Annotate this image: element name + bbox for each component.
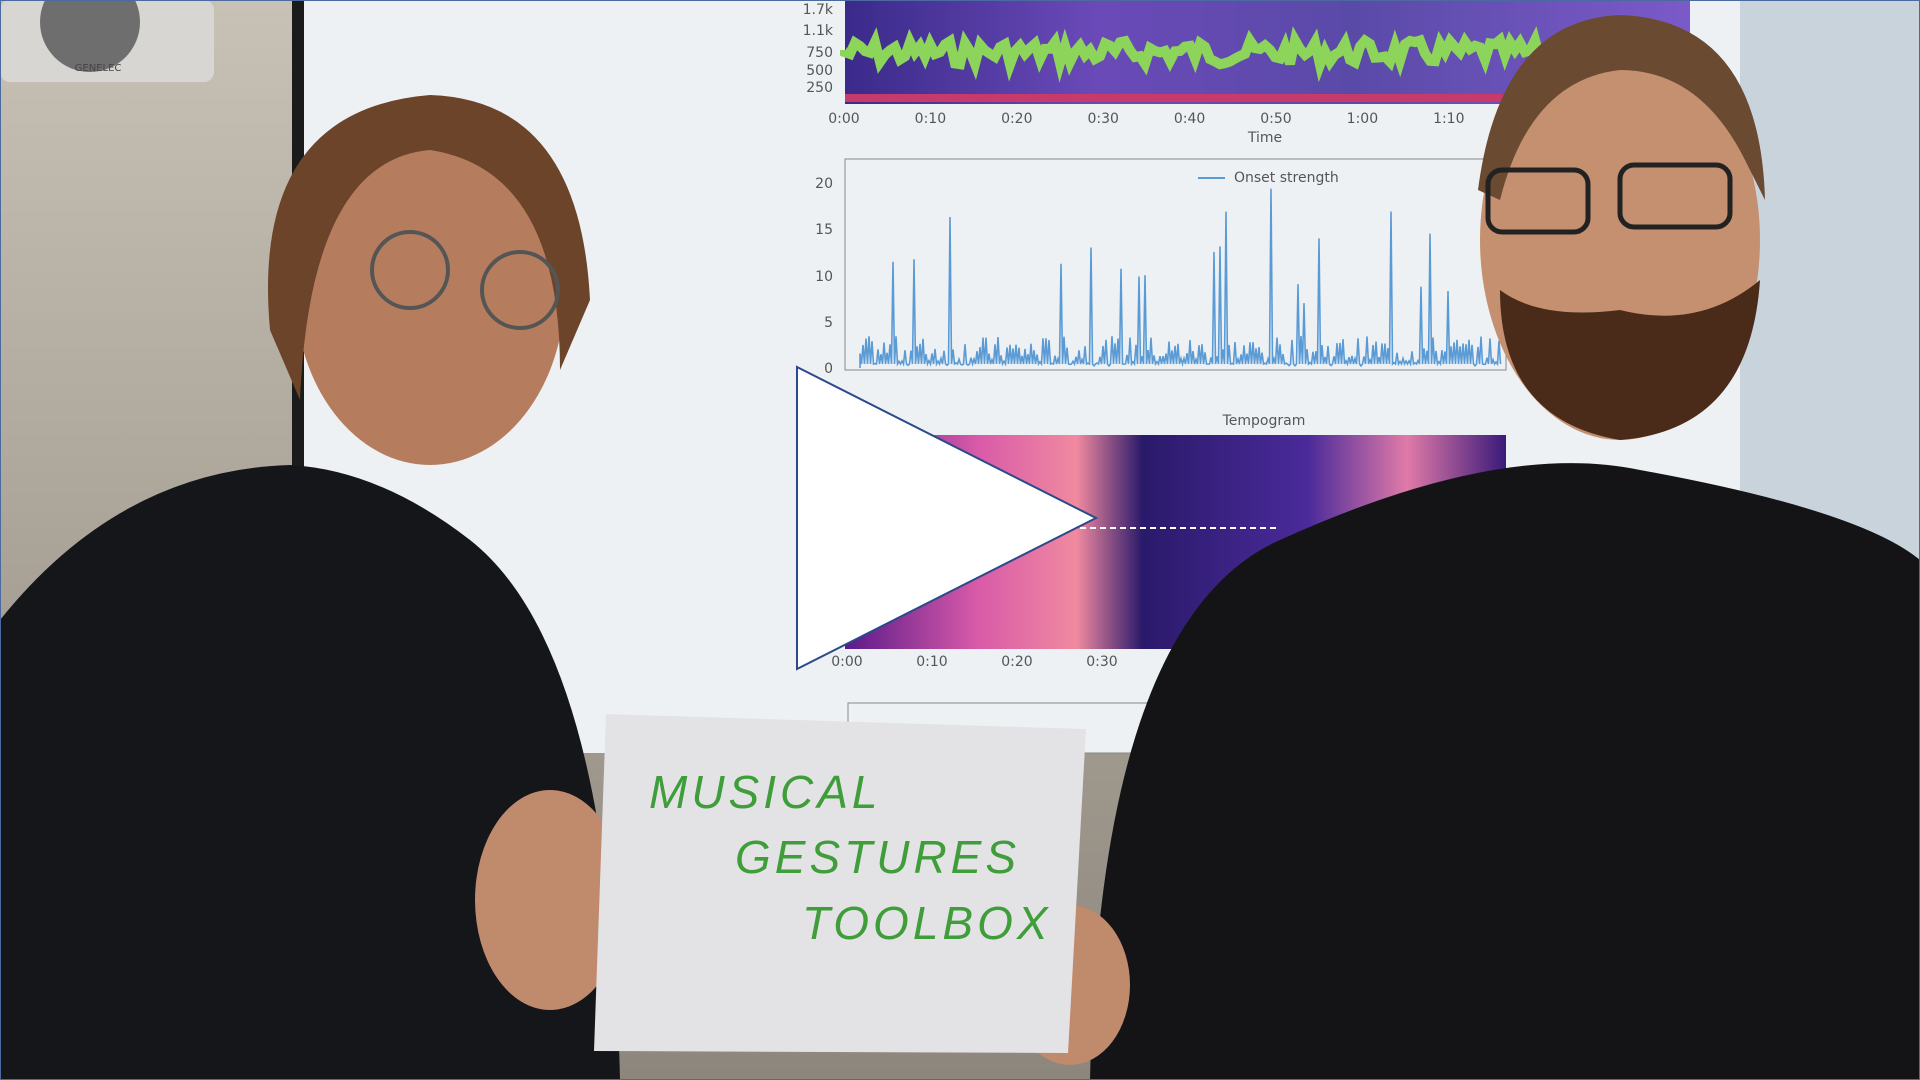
glasses [1485, 167, 1591, 235]
x-tick-label: 0:00 [831, 654, 862, 670]
x-tick-label: 0:30 [1086, 654, 1117, 670]
x-tick-label: 0:50 [1260, 111, 1291, 127]
sign [594, 714, 1086, 1053]
person-right-hair [1478, 15, 1765, 200]
y-tick-label: 20 [815, 176, 833, 192]
spectrogram-low [845, 94, 1690, 102]
person-right-body [1090, 463, 1920, 1080]
x-tick-label: 0:30 [1087, 111, 1118, 127]
y-tick-label: 250 [806, 80, 833, 96]
person-right-beard [1500, 280, 1760, 440]
sign-line: TOOLBOX [802, 897, 1052, 949]
y-tick-label: 5 [824, 315, 833, 331]
x-axis-label: Time [1247, 130, 1282, 146]
x-tick-label: 0:20 [1001, 654, 1032, 670]
legend-label: Onset strength [1234, 170, 1339, 186]
tempogram-title: Tempogram [1222, 413, 1306, 429]
y-tick-label: 750 [806, 45, 833, 61]
x-tick-label: 0:20 [1001, 111, 1032, 127]
onset-curve [859, 188, 1502, 368]
x-tick-label: 1:00 [1347, 111, 1378, 127]
x-tick-label: 0:00 [828, 111, 859, 127]
x-tick-label: 0:10 [915, 111, 946, 127]
person-left-hair [268, 95, 590, 400]
sign-line: MUSICAL [649, 766, 881, 818]
play-button[interactable] [796, 365, 1099, 671]
hand-left [475, 790, 625, 1010]
speaker-brand: GENELEC [75, 63, 122, 74]
glasses [370, 230, 450, 310]
glasses [1617, 162, 1733, 230]
y-tick-label: 10 [815, 269, 833, 285]
y-tick-label: 1.7k [803, 2, 834, 18]
x-tick-label: 1:10 [1433, 111, 1464, 127]
glasses [480, 250, 560, 330]
y-tick-label: 15 [815, 222, 833, 238]
person-left-head [295, 115, 565, 465]
speaker-cone [40, 0, 140, 72]
y-tick-label: 500 [806, 63, 833, 79]
y-tick-label: 1.1k [803, 23, 834, 39]
person-left-body [0, 465, 620, 1080]
x-tick-label: 0:10 [916, 654, 947, 670]
y-tick-label: 0 [824, 361, 833, 377]
sign-line: GESTURES [735, 831, 1020, 883]
x-tick-label: 0:40 [1174, 111, 1205, 127]
